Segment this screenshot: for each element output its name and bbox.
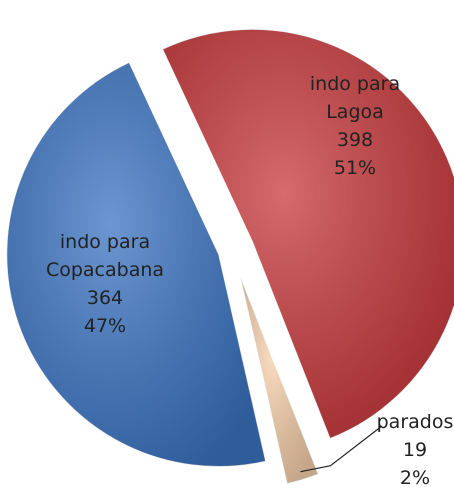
percentage-label: 47%	[83, 315, 127, 337]
slice-label: indo para Lagoa 398 51%	[300, 70, 410, 182]
percentage-label: 51%	[333, 157, 377, 179]
category-label: parados	[376, 411, 454, 433]
leader-line	[300, 425, 383, 473]
category-label: indo para Lagoa	[309, 73, 401, 123]
value-label: 19	[402, 439, 428, 461]
value-label: 364	[86, 287, 124, 309]
slice-label: parados 19 2%	[370, 408, 454, 492]
slice-label: indo para Copacabana 364 47%	[30, 228, 180, 340]
value-label: 398	[336, 129, 374, 151]
percentage-label: 2%	[399, 467, 431, 489]
category-label: indo para Copacabana	[45, 231, 165, 281]
